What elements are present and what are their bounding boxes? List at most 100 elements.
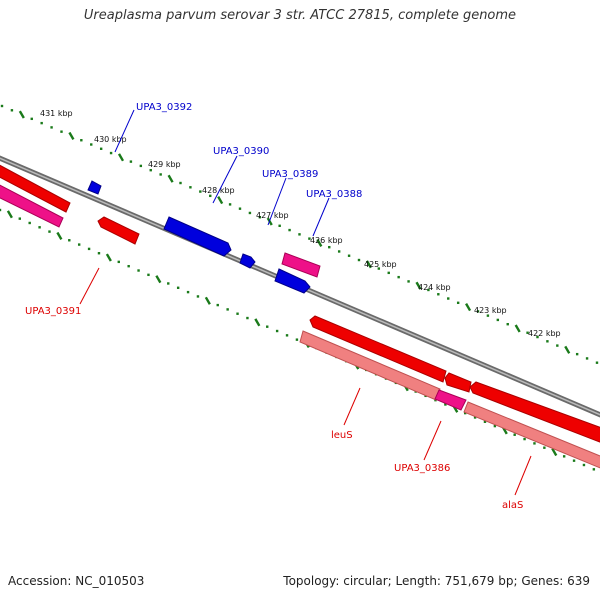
major-tick [68,131,75,141]
minor-tick [444,403,447,406]
minor-tick [159,173,162,176]
kbp-label-423: 423 kbp [474,306,507,315]
minor-tick [543,446,546,449]
minor-tick [99,147,103,150]
kbp-label-426: 426 kbp [310,236,343,245]
gene-feature-upa3-0390[interactable] [163,216,232,257]
minor-tick [347,254,351,257]
minor-tick [189,186,192,189]
gene-feature-upa3-0388[interactable] [274,268,311,294]
major-tick [365,260,372,269]
minor-tick [476,310,480,313]
gene-label-upa3-0390[interactable]: UPA3_0390 [213,146,269,157]
minor-tick [523,437,526,441]
minor-tick [38,226,41,229]
map-title: Ureaplasma parvum serovar 3 str. ATCC 27… [83,8,517,23]
minor-tick [546,340,549,343]
gene-label-alas[interactable]: alaS [502,500,523,511]
kbp-label-428: 428 kbp [202,186,235,195]
minor-tick [50,126,53,129]
major-tick [204,296,211,305]
minor-tick [513,433,516,436]
gene-label-upa3-0392[interactable]: UPA3_0392 [136,102,192,113]
leader-upa3-0390 [212,155,238,204]
gene-feature-pseudo[interactable] [299,330,441,401]
minor-tick [28,221,31,225]
gene-feature-left-red[interactable] [0,160,71,213]
minor-tick [258,216,262,219]
gene-feature-small-blue[interactable] [239,253,256,269]
gene-feature-upa3-0386[interactable] [434,389,467,411]
minor-tick [582,463,586,467]
minor-tick [536,335,539,339]
minor-tick [397,275,400,279]
minor-tick [328,245,331,249]
major-tick [415,281,422,290]
minor-tick [167,282,170,285]
minor-tick [176,286,180,289]
minor-tick [556,344,559,347]
minor-tick [129,160,133,163]
gene-feature-mid-red[interactable] [444,372,472,393]
minor-tick [137,269,140,272]
minor-tick [90,143,93,146]
minor-tick [127,264,130,268]
gene-feature-upa3-0392[interactable] [87,180,102,195]
minor-tick [228,203,232,206]
major-tick [551,447,558,457]
kbp-label-431: 431 kbp [40,109,73,118]
major-tick [56,231,63,240]
minor-tick [10,109,14,112]
minor-tick [493,424,497,428]
gene-label-upa3-0389[interactable]: UPA3_0389 [262,169,318,180]
major-tick [465,303,472,312]
gene-feature-alas-pseudo[interactable] [463,401,600,472]
kbp-label-429: 429 kbp [148,160,181,169]
leader-upa3-0388 [312,197,330,237]
minor-tick [288,228,291,232]
minor-tick [77,243,81,246]
leader-upa3-0389 [267,177,287,226]
minor-tick [0,104,4,108]
minor-tick [149,168,152,172]
minor-tick [179,181,182,185]
minor-tick [87,247,91,251]
minor-tick [407,280,410,283]
gene-label-leus[interactable]: leuS [331,430,353,441]
kbp-label-430: 430 kbp [94,135,127,144]
minor-tick [216,303,219,307]
gene-label-upa3-0391[interactable]: UPA3_0391 [25,306,81,317]
minor-tick [275,329,279,333]
gene-feature-left-pink[interactable] [0,180,64,228]
minor-tick [387,271,390,275]
major-tick [514,324,521,333]
outer-tick-ring [0,104,599,364]
leader-upa3-0391 [79,267,100,305]
major-tick [167,174,174,183]
minor-tick [226,308,229,311]
kbp-label-425: 425 kbp [364,260,397,269]
minor-tick [0,208,2,212]
minor-tick [572,459,576,462]
minor-tick [238,207,242,210]
major-tick [105,253,112,262]
gene-feature-upa3-0391[interactable] [97,216,140,245]
gene-feature-upa3-0389[interactable] [281,252,321,278]
gene-feature-leus[interactable] [309,315,447,383]
minor-tick [80,139,83,142]
major-tick [564,345,571,354]
leader-leus [343,387,361,426]
minor-tick [295,338,299,341]
minor-tick [117,260,120,264]
minor-tick [585,357,589,360]
minor-tick [97,252,101,255]
gene-label-upa3-0388[interactable]: UPA3_0388 [306,189,362,200]
minor-tick [592,468,596,471]
gene-label-upa3-0386[interactable]: UPA3_0386 [394,463,450,474]
minor-tick [308,237,311,240]
minor-tick [473,416,477,419]
minor-tick [18,217,21,220]
gene-feature-alas[interactable] [469,381,600,446]
major-tick [6,210,13,219]
minor-tick [463,411,467,415]
